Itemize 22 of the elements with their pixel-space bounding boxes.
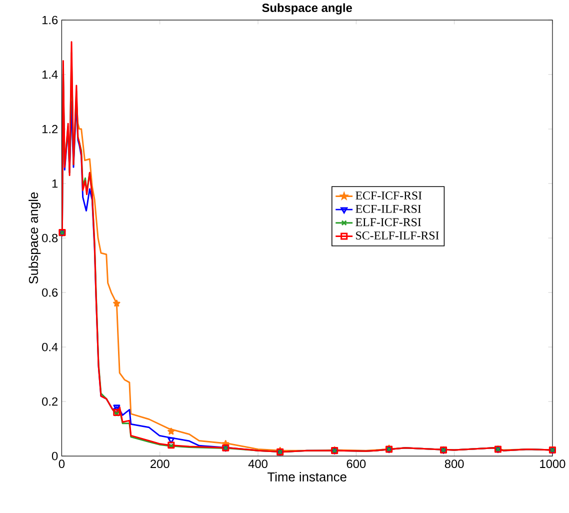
legend-label: SC-ELF-ILF-RSI [356, 232, 439, 240]
x-tick-label: 600 [346, 460, 366, 468]
x-tick-label: 0 [58, 460, 65, 468]
y-tick-label: 1.6 [42, 16, 58, 24]
legend-label: ECF-ICF-RSI [356, 192, 422, 200]
x-tick-label: 400 [248, 460, 268, 468]
y-tick-label: 1.4 [42, 70, 58, 79]
y-tick-label: 0.8 [42, 234, 58, 242]
legend-label: ELF-ICF-RSI [356, 218, 421, 226]
y-tick-label: 0.6 [42, 288, 58, 297]
y-tick-label: 0.2 [42, 397, 58, 406]
y-tick-label: 0.4 [42, 342, 58, 352]
x-tick-label: 200 [150, 460, 170, 468]
y-tick-label: 1.2 [42, 124, 58, 134]
y-tick-label: 0 [52, 452, 58, 460]
x-axis-title: Time instance [268, 472, 346, 482]
x-tick-label: 1000 [540, 460, 566, 468]
y-axis-title: Subspace angle [28, 192, 41, 284]
legend-label: ECF-ILF-RSI [356, 204, 421, 213]
y-tick-label: 1 [52, 180, 58, 188]
chart-title: Subspace angle [262, 3, 352, 15]
x-tick-label: 800 [444, 460, 464, 468]
